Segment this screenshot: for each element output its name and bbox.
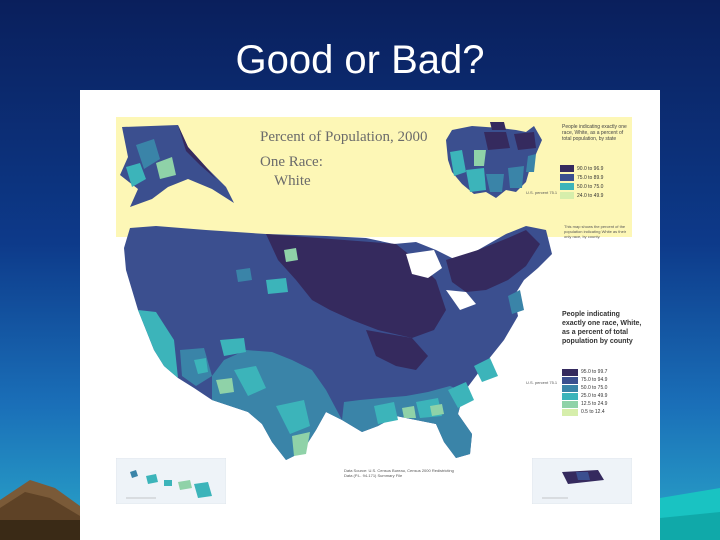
inset-us-average: U.S. percent 75.1 <box>526 190 558 195</box>
inset-legend-item: 50.0 to 75.0 <box>560 182 603 191</box>
legend-swatch <box>560 165 574 172</box>
main-legend-item: 12.5 to 24.9 <box>562 400 607 408</box>
legend-label: 0.5 to 12.4 <box>581 409 605 415</box>
shore-decoration <box>660 488 720 540</box>
legend-swatch <box>562 384 578 392</box>
map-title-line-1: Percent of Population, 2000 <box>260 129 428 145</box>
main-us-average: U.S. percent 75.1 <box>526 380 558 385</box>
legend-label: 75.0 to 89.9 <box>577 174 604 181</box>
legend-swatch <box>560 174 574 181</box>
legend-swatch <box>560 192 574 199</box>
map-title-line-2: One Race: <box>260 154 323 170</box>
mountain-decoration <box>0 480 80 540</box>
main-legend-item: 50.0 to 75.0 <box>562 384 607 392</box>
legend-swatch <box>560 183 574 190</box>
legend-swatch <box>562 392 578 400</box>
legend-label: 24.0 to 49.9 <box>577 192 604 199</box>
main-legend-item: 25.0 to 49.9 <box>562 392 607 400</box>
us-county-choropleth-map <box>124 226 552 460</box>
main-legend-item: 75.0 to 94.9 <box>562 376 607 384</box>
map-explanatory-note: This map shows the percent of the popula… <box>564 224 627 239</box>
legend-swatch <box>562 368 578 376</box>
legend-label: 75.0 to 94.9 <box>581 377 608 383</box>
alaska-inset <box>120 125 234 207</box>
legend-label: 50.0 to 75.0 <box>581 385 608 391</box>
census-map-sheet: Percent of Population, 2000 One Race: Wh… <box>80 90 660 540</box>
inset-legend: 90.0 to 96.9 75.0 to 89.9 50.0 to 75.0 2… <box>560 164 603 200</box>
puerto-rico-inset <box>532 458 632 504</box>
inset-legend-item: 24.0 to 49.9 <box>560 191 603 200</box>
inset-legend-item: 75.0 to 89.9 <box>560 173 603 182</box>
main-legend-title: People indicating exactly one race, Whit… <box>562 311 642 345</box>
map-source-note: Data Source: U.S. Census Bureau, Census … <box>344 468 454 478</box>
legend-swatch <box>562 408 578 416</box>
hawaii-inset <box>116 458 226 504</box>
main-legend-item: 95.0 to 99.7 <box>562 368 607 376</box>
legend-label: 12.5 to 24.9 <box>581 401 608 407</box>
map-title-line-3: White <box>274 173 311 189</box>
map-title: Percent of Population, 2000 One Race: Wh… <box>260 128 427 191</box>
legend-swatch <box>562 376 578 384</box>
inset-legend-item: 90.0 to 96.9 <box>560 164 603 173</box>
slide-title: Good or Bad? <box>235 38 485 82</box>
inset-legend-title: People indicating exactly one race, Whit… <box>562 124 627 142</box>
legend-swatch <box>562 400 578 408</box>
main-legend-item: 0.5 to 12.4 <box>562 408 607 416</box>
legend-label: 50.0 to 75.0 <box>577 183 604 190</box>
state-level-inset-map <box>446 122 542 198</box>
legend-label: 25.0 to 49.9 <box>581 393 608 399</box>
legend-label: 90.0 to 96.9 <box>577 165 604 172</box>
legend-label: 95.0 to 99.7 <box>581 369 608 375</box>
main-legend: 95.0 to 99.7 75.0 to 94.9 50.0 to 75.0 2… <box>562 368 607 416</box>
